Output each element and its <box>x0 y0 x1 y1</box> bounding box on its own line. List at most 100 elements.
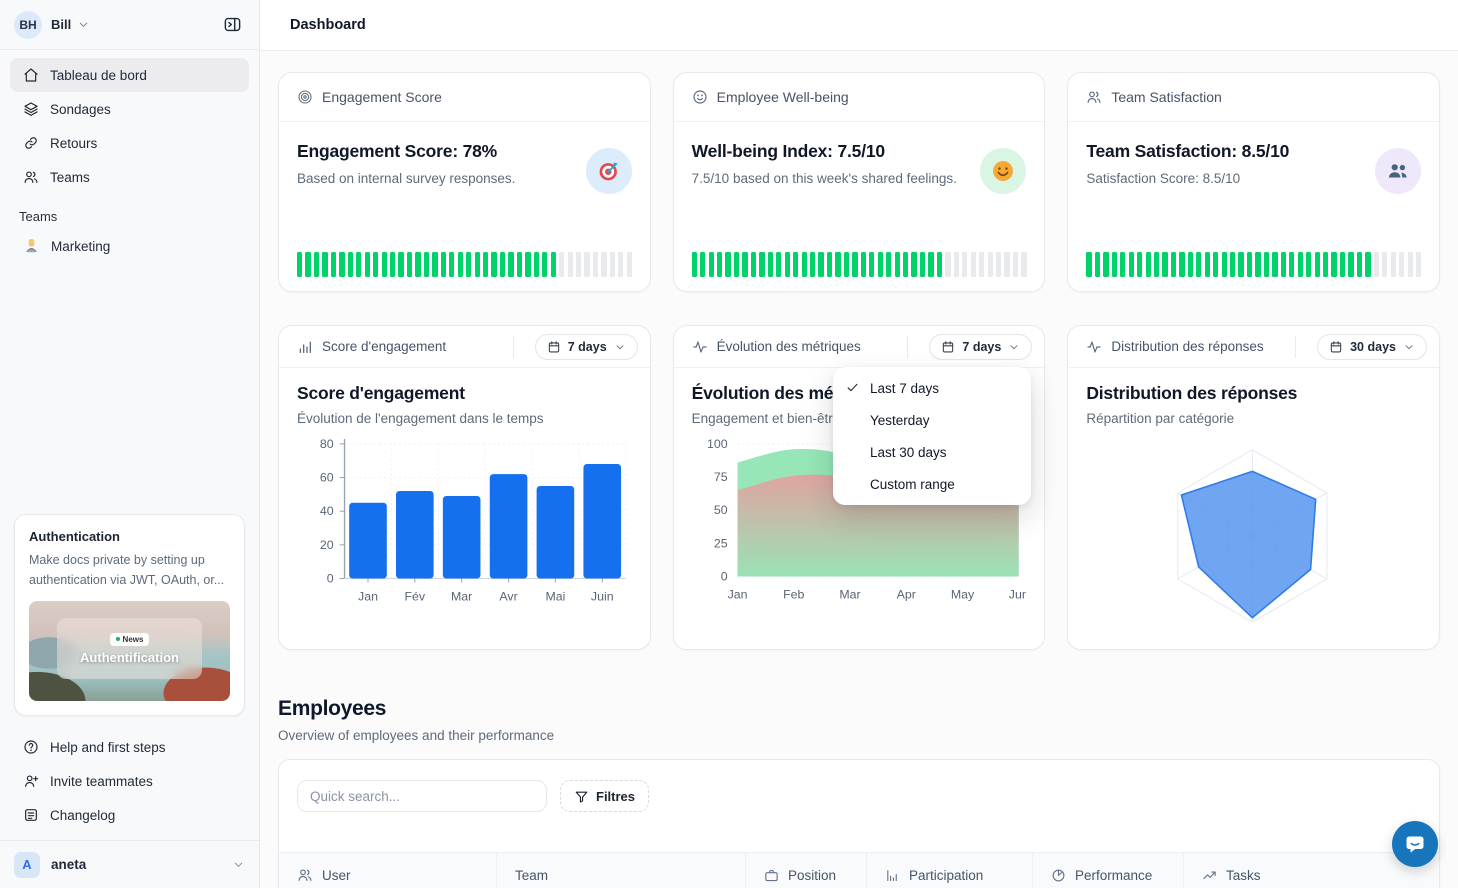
progress-segment <box>793 252 799 277</box>
promo-image-overlay: News Authentification <box>57 618 202 679</box>
menu-item-label: Last 7 days <box>870 380 940 396</box>
column-header-participation[interactable]: Participation <box>867 853 1033 888</box>
progress-segment <box>423 252 430 277</box>
stat-cards-row: Engagement Score Engagement Score: 78% B… <box>278 72 1440 292</box>
progress-segment <box>995 252 1002 277</box>
page-title: Dashboard <box>290 17 366 33</box>
target-icon <box>297 89 313 105</box>
progress-segment <box>1021 252 1027 277</box>
progress-segment <box>1086 252 1092 277</box>
progress-segment <box>1356 252 1363 277</box>
progress-segment <box>1255 252 1261 277</box>
range-selector-button[interactable]: 7 days <box>534 333 638 360</box>
quick-search-input[interactable] <box>297 780 547 812</box>
sidebar-item-teams[interactable]: Teams <box>10 160 249 194</box>
sidebar-collapse-button[interactable] <box>219 12 245 38</box>
chart-subtitle: Répartition par catégorie <box>1086 411 1235 426</box>
progress-segment <box>1230 252 1236 277</box>
sidebar-item-sondages[interactable]: Sondages <box>10 92 249 126</box>
workspace-switcher[interactable]: BH Bill <box>0 0 259 50</box>
progress-segment <box>1153 252 1160 277</box>
svg-text:100: 100 <box>707 437 728 451</box>
sidebar-item-tableau-de-bord[interactable]: Tableau de bord <box>10 58 249 92</box>
progress-segment <box>449 252 455 277</box>
progress-segment <box>1238 252 1244 277</box>
responses-distribution-card: Distribution des réponses 30 days Distri… <box>1067 325 1440 650</box>
promo-image[interactable]: News Authentification <box>29 601 230 701</box>
progress-segment <box>1331 252 1337 277</box>
progress-segment <box>1390 252 1396 277</box>
nav-label: Teams <box>50 169 90 185</box>
menu-item-yesterday[interactable]: Yesterday <box>833 404 1031 436</box>
progress-segment <box>1103 252 1109 277</box>
progress-segment <box>1213 252 1219 277</box>
progress-segment <box>750 252 757 277</box>
chat-launcher-button[interactable] <box>1392 821 1438 867</box>
chart-card-header: Évolution des métriques <box>716 339 861 354</box>
progress-segment <box>936 252 943 277</box>
link-icon <box>23 135 39 151</box>
promo-title: Authentication <box>29 529 120 545</box>
progress-segment <box>297 252 303 277</box>
progress-segment <box>322 252 328 277</box>
menu-item-custom-range[interactable]: Custom range <box>833 468 1031 500</box>
menu-item-last-30-days[interactable]: Last 30 days <box>833 436 1031 468</box>
page-header: Dashboard <box>260 0 1458 51</box>
progress-segment <box>1111 252 1117 277</box>
sidebar-item-changelog[interactable]: Changelog <box>10 798 249 832</box>
column-header-performance[interactable]: Performance <box>1033 853 1184 888</box>
range-selector-button[interactable]: 30 days <box>1317 333 1427 360</box>
progress-segment <box>1137 252 1143 277</box>
dart-emoji <box>585 148 632 194</box>
radar-chart <box>1086 430 1421 644</box>
progress-segment <box>1187 252 1194 277</box>
progress-segment <box>1094 252 1101 277</box>
account-menu[interactable]: A aneta <box>0 840 259 888</box>
activity-icon <box>692 339 708 355</box>
progress-segment <box>1179 252 1185 277</box>
chart-subtitle: Évolution de l'engagement dans le temps <box>297 411 544 426</box>
progress-segment <box>1196 252 1202 277</box>
progress-segment <box>801 252 807 277</box>
sidebar-item-help-and-first-steps[interactable]: Help and first steps <box>10 730 249 764</box>
bar-chart-icon <box>885 868 900 883</box>
svg-text:40: 40 <box>320 504 334 518</box>
progress-segment <box>525 252 531 277</box>
column-header-tasks[interactable]: Tasks <box>1184 853 1439 888</box>
svg-text:80: 80 <box>320 437 334 451</box>
sidebar-item-invite-teammates[interactable]: Invite teammates <box>10 764 249 798</box>
progress-segment <box>810 252 816 277</box>
progress-segment <box>364 252 370 277</box>
progress-segment <box>1204 252 1210 277</box>
progress-segment <box>567 252 573 277</box>
employees-subtitle: Overview of employees and their performa… <box>278 728 555 743</box>
progress-segment <box>474 252 480 277</box>
layers-icon <box>23 101 39 117</box>
progress-strip <box>1086 252 1422 277</box>
progress-segment <box>1170 252 1177 277</box>
progress-segment <box>1263 252 1270 277</box>
team-item-marketing[interactable]: Marketing <box>10 229 249 263</box>
filters-button[interactable]: Filtres <box>560 780 650 812</box>
column-header-team[interactable]: Team <box>497 853 746 888</box>
activity-icon <box>1086 339 1102 355</box>
progress-segment <box>457 252 463 277</box>
progress-segment <box>1407 252 1413 277</box>
collapse-panel-icon <box>223 15 242 34</box>
menu-item-last-7-days[interactable]: Last 7 days <box>833 372 1031 404</box>
column-header-position[interactable]: Position <box>746 853 867 888</box>
chart-card-header: Score d'engagement <box>322 339 447 354</box>
authentication-promo-card[interactable]: Authentication Make docs private by sett… <box>14 514 245 716</box>
progress-segment <box>1365 252 1371 277</box>
column-label: Position <box>788 867 837 883</box>
sidebar-item-retours[interactable]: Retours <box>10 126 249 160</box>
progress-segment <box>1399 252 1405 277</box>
workspace-name: Bill <box>51 17 72 32</box>
column-header-user[interactable]: User <box>279 853 497 888</box>
chart-title: Score d'engagement <box>297 383 465 403</box>
svg-text:0: 0 <box>720 570 727 584</box>
range-selector-button[interactable]: 7 days <box>929 333 1033 360</box>
svg-text:Jun: Jun <box>1008 587 1026 601</box>
progress-segment <box>919 252 926 277</box>
progress-segment <box>1145 252 1151 277</box>
